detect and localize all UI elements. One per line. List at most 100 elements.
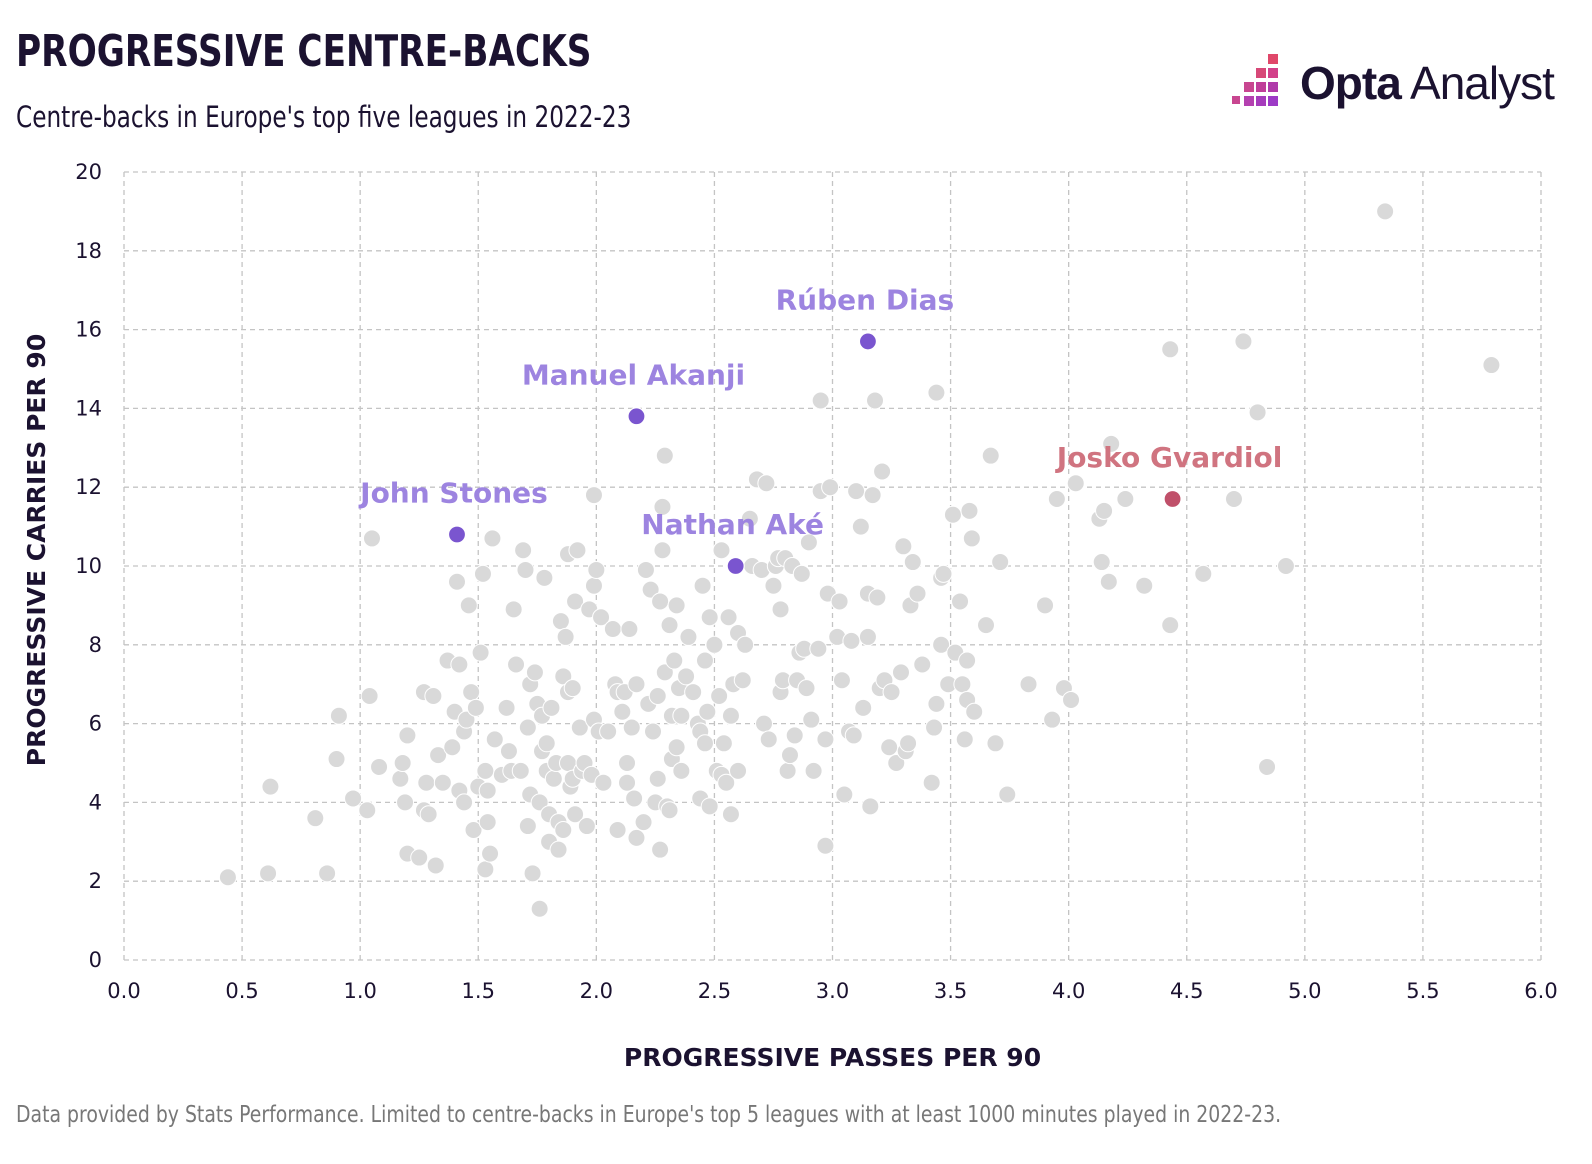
scatter-point xyxy=(1102,434,1121,453)
scatter-point xyxy=(695,734,714,753)
scatter-point xyxy=(811,391,830,410)
scatter-point xyxy=(927,383,946,402)
background-points xyxy=(218,202,1501,918)
scatter-point xyxy=(592,608,611,627)
y-axis-title: PROGRESSIVE CARRIES PER 90 xyxy=(22,334,51,766)
scatter-point xyxy=(551,612,570,631)
scatter-point xyxy=(962,529,981,548)
scatter-point xyxy=(1376,202,1395,221)
scatter-point xyxy=(958,651,977,670)
scatter-point xyxy=(717,773,736,792)
y-tick-label: 10 xyxy=(75,554,102,578)
scatter-point xyxy=(622,718,641,737)
scatter-point xyxy=(599,722,618,741)
x-tick-label: 0.5 xyxy=(225,979,258,1003)
scatter-point xyxy=(618,773,637,792)
scatter-point xyxy=(891,663,910,682)
scatter-point xyxy=(913,655,932,674)
scatter-point xyxy=(863,486,882,505)
scatter-point xyxy=(757,474,776,493)
scatter-point xyxy=(499,742,518,761)
scatter-point xyxy=(771,600,790,619)
highlighted-point xyxy=(627,407,646,426)
scatter-point xyxy=(542,698,561,717)
scatter-point xyxy=(1234,332,1253,351)
x-tick-label: 2.0 xyxy=(580,979,613,1003)
scatter-point xyxy=(880,738,899,757)
scatter-point xyxy=(554,820,573,839)
scatter-point xyxy=(1095,501,1114,520)
scatter-point xyxy=(568,541,587,560)
scatter-point xyxy=(755,714,774,733)
highlighted-point xyxy=(726,556,745,576)
scatter-point xyxy=(700,608,719,627)
scatter-point xyxy=(473,564,492,583)
scatter-point xyxy=(740,509,759,528)
scatter-point xyxy=(450,655,469,674)
scatter-point xyxy=(360,687,379,706)
scatter-point xyxy=(1036,596,1055,615)
scatter-point xyxy=(802,710,821,729)
scatter-point xyxy=(858,627,877,646)
scatter-point xyxy=(518,817,537,836)
scatter-point xyxy=(785,726,804,745)
scatter-point xyxy=(653,497,672,516)
scatter-point xyxy=(816,836,835,855)
scatter-point xyxy=(464,820,483,839)
scatter-point xyxy=(809,639,828,658)
scatter-point xyxy=(618,754,637,772)
scatter-point xyxy=(934,564,953,583)
scatter-point xyxy=(903,553,922,572)
scatter-point xyxy=(537,734,556,753)
scatter-point xyxy=(655,663,674,682)
scatter-point xyxy=(259,864,278,883)
scatter-point xyxy=(851,517,870,536)
scatter-point xyxy=(476,860,495,879)
x-tick-label: 4.5 xyxy=(1170,979,1203,1003)
scatter-point xyxy=(894,537,913,556)
scatter-point xyxy=(566,592,585,611)
scatter-point xyxy=(584,486,603,505)
scatter-point xyxy=(594,773,613,792)
scatter-point xyxy=(1135,576,1154,595)
scatter-point xyxy=(986,734,1005,753)
scatter-point xyxy=(518,718,537,737)
scatter-point xyxy=(792,564,811,583)
scatter-point xyxy=(391,769,410,788)
opta-logo-icon xyxy=(1232,54,1278,106)
scatter-point xyxy=(965,702,984,721)
footnote: Data provided by Stats Performance. Limi… xyxy=(16,1102,1282,1128)
x-tick-label: 1.0 xyxy=(343,979,376,1003)
scatter-point xyxy=(218,868,237,887)
scatter-point xyxy=(672,706,691,725)
scatter-point xyxy=(977,616,996,635)
scatter-point xyxy=(466,698,485,717)
scatter-point xyxy=(620,620,639,639)
x-tick-label: 0.0 xyxy=(107,979,140,1003)
y-tick-label: 16 xyxy=(75,318,102,342)
scatter-point xyxy=(925,718,944,737)
scatter-point xyxy=(932,635,951,654)
scatter-point xyxy=(799,533,818,552)
scatter-point xyxy=(778,761,797,780)
scatter-point xyxy=(721,706,740,725)
scatter-point xyxy=(866,391,885,410)
point-annotation: Nathan Aké xyxy=(641,508,824,541)
scatter-point xyxy=(677,667,696,686)
y-tick-label: 4 xyxy=(89,790,102,814)
scatter-point xyxy=(329,706,348,725)
scatter-point xyxy=(873,462,892,481)
scatter-point xyxy=(525,663,544,682)
scatter-point xyxy=(797,679,816,698)
x-axis-title: PROGRESSIVE PASSES PER 90 xyxy=(624,1043,1041,1072)
x-tick-label: 4.0 xyxy=(1052,979,1085,1003)
scatter-point xyxy=(1099,572,1118,591)
scatter-point xyxy=(514,541,533,560)
scatter-point xyxy=(634,813,653,832)
scatter-point xyxy=(613,702,632,721)
scatter-point xyxy=(660,801,679,820)
scatter-point xyxy=(951,592,970,611)
scatter-point xyxy=(1194,564,1213,583)
scatter-point xyxy=(955,730,974,749)
scatter-point xyxy=(844,726,863,745)
